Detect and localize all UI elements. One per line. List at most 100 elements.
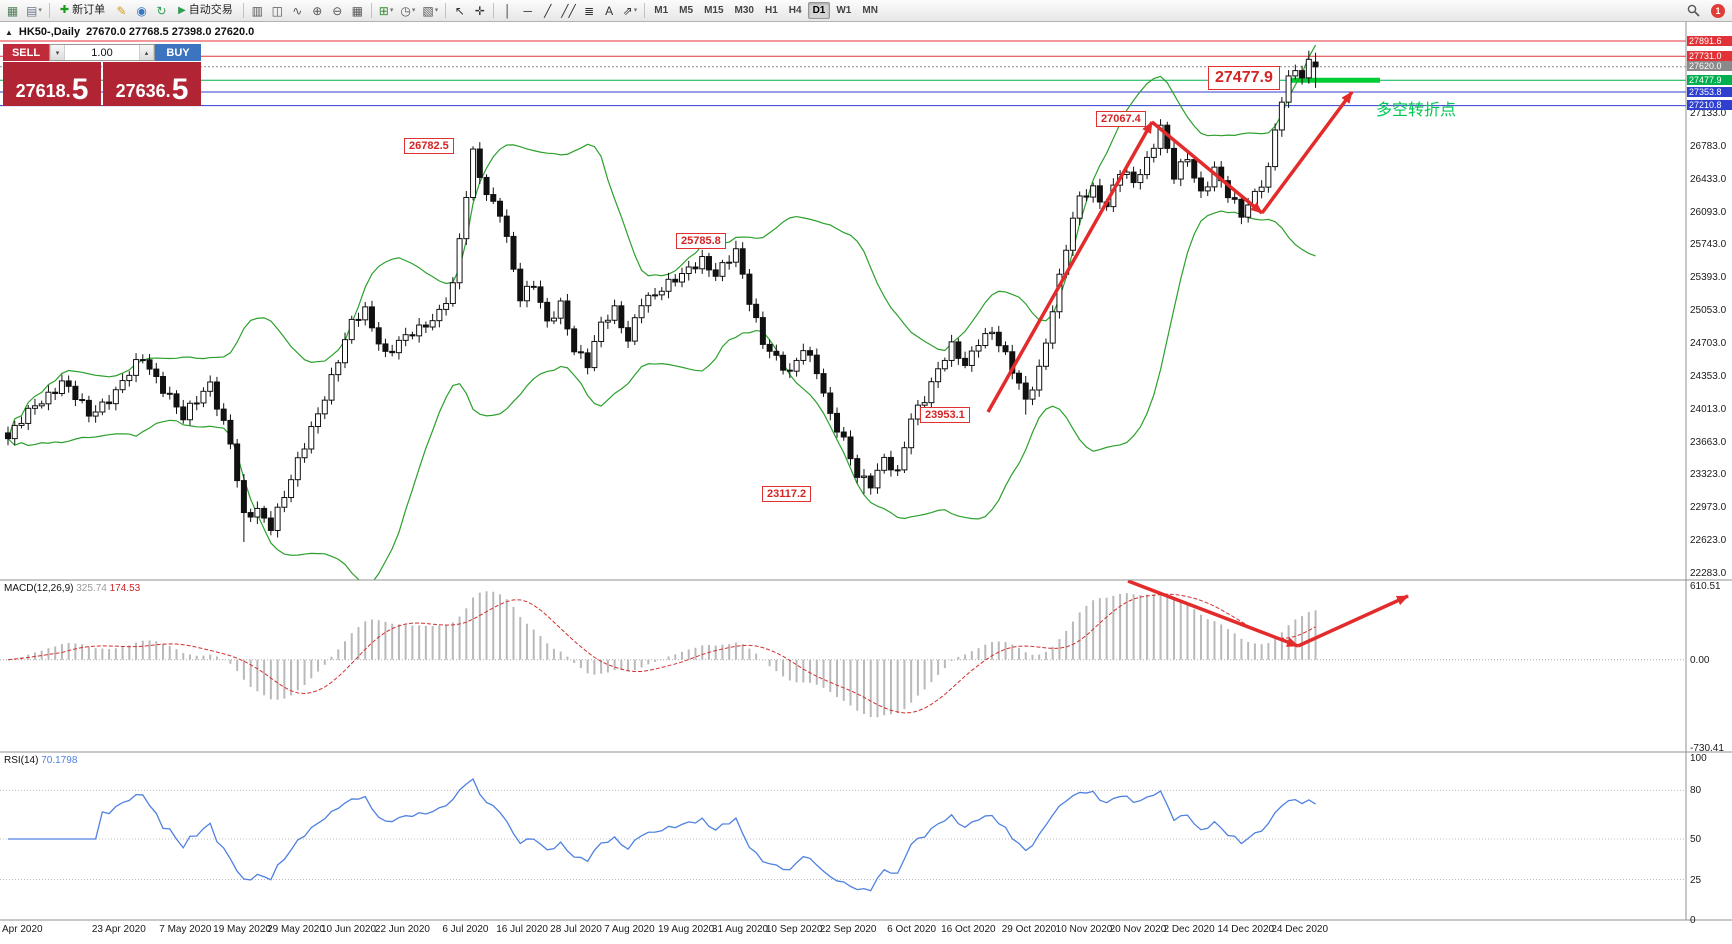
price-axis-tick: 24353.0 (1690, 370, 1727, 382)
rsi-axis-tick: 0 (1690, 915, 1696, 926)
line-chart-mode-button[interactable]: ∿ (288, 2, 307, 20)
buy-button[interactable]: BUY (155, 44, 201, 61)
new-chart-button[interactable]: ▦ (3, 2, 22, 20)
bollinger-upper-band (7, 44, 1317, 439)
timeframe-w1-button[interactable]: W1 (831, 2, 856, 19)
cursor-tool-icon: ↖ (454, 3, 465, 18)
one-click-trading-panel: SELL ▾ 1.00 ▴ BUY 27618. 5 27636. 5 (3, 44, 201, 106)
trend-arrow[interactable] (1150, 120, 1264, 215)
fibonacci-tool-button[interactable]: ≣ (580, 2, 599, 20)
tile-windows-button[interactable]: ▦ (348, 2, 367, 20)
text-tool-button[interactable]: A (600, 2, 619, 20)
refresh-button[interactable]: ↻ (152, 2, 171, 20)
date-axis-label: 10 Jun 2020 (321, 924, 377, 935)
rsi-label: RSI(14) 70.1798 (4, 755, 78, 766)
sell-price-button[interactable]: 27618. 5 (3, 62, 101, 106)
timeframe-h4-button[interactable]: H4 (784, 2, 807, 19)
date-axis-label: 10 Nov 2020 (1055, 924, 1113, 935)
price-annotation[interactable]: 25785.8 (676, 233, 726, 249)
horizontal-line-tool-button[interactable]: ─ (518, 2, 537, 20)
timeframe-toolbar: M1 M5 M15 M30 H1 H4 D1 W1 MN (649, 2, 883, 19)
community-button[interactable]: ◉ (132, 2, 151, 20)
crosshair-tool-button[interactable]: ✛ (470, 2, 489, 20)
trend-arrow[interactable] (1297, 594, 1409, 648)
arrows-tool-button[interactable]: ⇗ ▾ (620, 2, 641, 20)
timeframe-m5-button[interactable]: M5 (674, 2, 698, 19)
buy-price-button[interactable]: 27636. 5 (103, 62, 201, 106)
price-marker-label: 27210.8 (1687, 100, 1732, 111)
date-axis-label: 16 Oct 2020 (941, 924, 996, 935)
timeframe-h1-button[interactable]: H1 (760, 2, 783, 19)
metaeditor-button[interactable]: ✎ (112, 2, 131, 20)
toolbar-separator (48, 3, 50, 18)
zoom-in-button[interactable]: ⊕ (308, 2, 327, 20)
rsi-axis-tick: 80 (1690, 785, 1702, 797)
macd-main-value: 325.74 (76, 583, 107, 594)
profiles-button[interactable]: ▤ ▾ (23, 2, 45, 20)
macd-signal-line (7, 593, 1316, 714)
search-icon[interactable] (1681, 1, 1706, 21)
chevron-down-icon: ▾ (411, 7, 416, 14)
new-order-button[interactable]: ✚ 新订单 (54, 2, 111, 20)
date-axis-label: 16 Jul 2020 (496, 924, 548, 935)
turning-point-annotation[interactable]: 多空转折点 (1376, 102, 1457, 119)
candlestick-mode-button[interactable]: ◫ (268, 2, 287, 20)
price-marker-label: 27477.9 (1687, 74, 1732, 85)
indicators-list-button[interactable]: ⊞ ▾ (376, 2, 397, 20)
trendline-tool-button[interactable]: ╱ (538, 2, 557, 20)
price-annotation[interactable]: 23953.1 (920, 407, 970, 423)
buy-price-big-digit: 5 (171, 73, 189, 106)
main-toolbar: ▦ ▤ ▾ ✚ 新订单 ✎ ◉ ↻ ▶ 自动交易 ▥ ◫ ∿ ⊕ ⊖ ▦ ⊞ ▾ ◷ ▾ ▧ ▾ ↖ ✛ │ ─… (0, 0, 1732, 22)
templates-button[interactable]: ▧ ▾ (419, 2, 441, 20)
one-click-collapse-arrow[interactable]: ▲ (5, 27, 13, 37)
sell-button[interactable]: SELL (3, 44, 49, 61)
timeframe-d1-button[interactable]: D1 (807, 2, 831, 19)
toolbar-separator (644, 3, 646, 18)
periods-button[interactable]: ◷ ▾ (397, 2, 418, 20)
macd-signal-value: 174.53 (109, 583, 141, 594)
notification-badge[interactable]: 1 (1711, 3, 1725, 18)
vertical-line-tool-button[interactable]: │ (498, 2, 517, 20)
trend-arrow[interactable] (1127, 579, 1299, 648)
date-axis-label: 28 Jul 2020 (550, 924, 602, 935)
price-axis-tick: 25743.0 (1690, 239, 1727, 251)
date-axis-label: 23 Apr 2020 (91, 924, 146, 935)
channel-tool-button[interactable]: ╱╱ (558, 2, 578, 20)
zoom-out-button[interactable]: ⊖ (328, 2, 347, 20)
autotrading-button[interactable]: ▶ 自动交易 (172, 2, 239, 20)
timeframe-mn-button[interactable]: MN (857, 2, 883, 19)
date-axis-label: 7 May 2020 (159, 924, 212, 935)
candlestick-mode-icon: ◫ (271, 3, 283, 18)
periods-icon: ◷ (400, 3, 411, 18)
price-marker-label: 27620.0 (1687, 61, 1732, 72)
toolbar-separator (493, 3, 495, 18)
price-annotation[interactable]: 27477.9 (1208, 66, 1280, 90)
new-order-plus-icon: ✚ (59, 4, 70, 16)
price-axis-tick: 26433.0 (1690, 173, 1727, 185)
volume-increase-button[interactable]: ▴ (139, 45, 154, 60)
trendline-tool-icon: ╱ (544, 3, 552, 18)
chevron-down-icon: ▾ (38, 7, 42, 14)
price-annotation[interactable]: 27067.4 (1096, 111, 1146, 127)
rsi-line (8, 777, 1316, 892)
macd-label: MACD(12,26,9) 325.74 174.53 (4, 583, 141, 594)
trend-arrow[interactable] (1260, 90, 1354, 215)
toolbar-separator (445, 3, 447, 18)
price-annotation[interactable]: 23117.2 (762, 486, 812, 502)
timeframe-m15-button[interactable]: M15 (699, 2, 728, 19)
volume-decrease-button[interactable]: ▾ (50, 45, 65, 60)
trend-arrow[interactable] (986, 121, 1154, 413)
price-axis-tick: 22283.0 (1690, 567, 1727, 579)
chevron-down-icon: ▾ (389, 7, 394, 14)
timeframe-m30-button[interactable]: M30 (730, 2, 759, 19)
timeframe-m1-button[interactable]: M1 (649, 2, 673, 19)
volume-input[interactable]: 1.00 (91, 46, 113, 59)
date-axis-label: Apr 2020 (2, 924, 43, 935)
vertical-line-tool-icon: │ (503, 3, 512, 18)
bar-chart-mode-icon: ▥ (251, 3, 263, 18)
cursor-tool-button[interactable]: ↖ (450, 2, 469, 20)
bar-chart-mode-button[interactable]: ▥ (248, 2, 267, 20)
volume-stepper[interactable]: ▾ 1.00 ▴ (49, 44, 155, 61)
price-annotation[interactable]: 26782.5 (404, 138, 454, 154)
